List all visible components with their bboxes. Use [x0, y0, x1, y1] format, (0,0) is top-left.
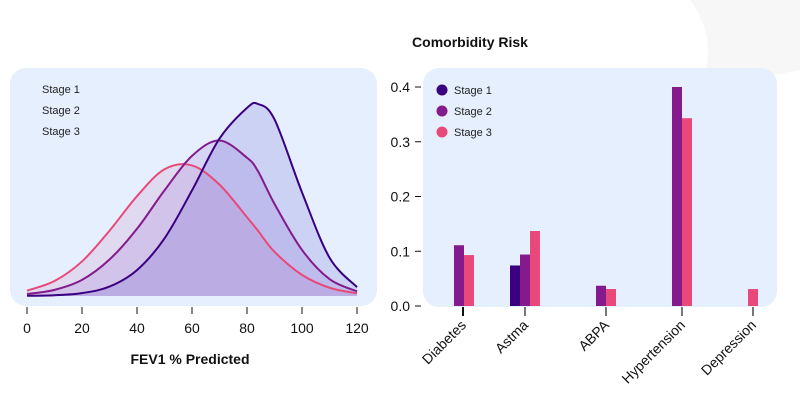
bar-depression-stage3	[748, 289, 758, 306]
x-tick-label: Astma	[492, 317, 532, 357]
bar-diabetes-stage3	[464, 255, 474, 306]
stage1-area	[27, 102, 357, 297]
bar-hypertension-stage3	[682, 118, 692, 307]
legend-stage1-marker	[436, 84, 448, 96]
y-tick-label: 0.2	[391, 189, 411, 205]
stage3-curve	[26, 163, 358, 295]
background-decoration	[690, 0, 800, 90]
x-tick-label: Hypertension	[618, 317, 688, 387]
fev1-x-axis-label: FEV1 % Predicted	[130, 351, 249, 367]
bar-astma-stage3	[530, 230, 540, 306]
y-tick-label: 0.4	[391, 79, 411, 95]
y-tick-label: 0.3	[391, 134, 411, 150]
bar-abpa-stage3	[606, 289, 616, 306]
x-tick-label: 120	[345, 320, 369, 336]
legend-label: Stage 1	[454, 85, 492, 97]
stage1-curve	[26, 101, 358, 297]
bar-astma-stage2	[520, 254, 530, 306]
comorbidity-title: Comorbidity Risk	[412, 34, 528, 50]
legend-label: Stage 2	[42, 105, 80, 117]
x-tick-label: Diabetes	[419, 317, 469, 367]
x-tick-label: 60	[184, 320, 200, 336]
x-tick-label: 20	[74, 320, 90, 336]
legend-stage2-marker	[436, 105, 448, 117]
stage2-area	[27, 140, 357, 296]
bar-diabetes-stage2	[454, 245, 464, 306]
bar-astma-stage1	[510, 265, 520, 306]
comorbidity-panel	[423, 68, 777, 307]
x-tick-label: Depression	[698, 317, 759, 378]
y-tick-label: 0.0	[391, 298, 411, 314]
x-tick-label: ABPA	[575, 316, 612, 353]
stage2-curve	[26, 139, 358, 296]
x-tick-label: 100	[290, 320, 314, 336]
legend-label: Stage 1	[42, 84, 80, 96]
bar-hypertension-stage2	[672, 87, 682, 306]
x-tick-label: 40	[129, 320, 145, 336]
legend-label: Stage 3	[454, 127, 492, 139]
legend-label: Stage 3	[42, 126, 80, 138]
stage3-area	[27, 164, 357, 296]
x-tick-label: 80	[239, 320, 255, 336]
legend-label: Stage 2	[454, 106, 492, 118]
x-tick-label: 0	[23, 320, 31, 336]
bar-abpa-stage2	[596, 285, 606, 306]
legend-stage3-marker	[436, 126, 448, 138]
y-tick-label: 0.1	[391, 243, 411, 259]
